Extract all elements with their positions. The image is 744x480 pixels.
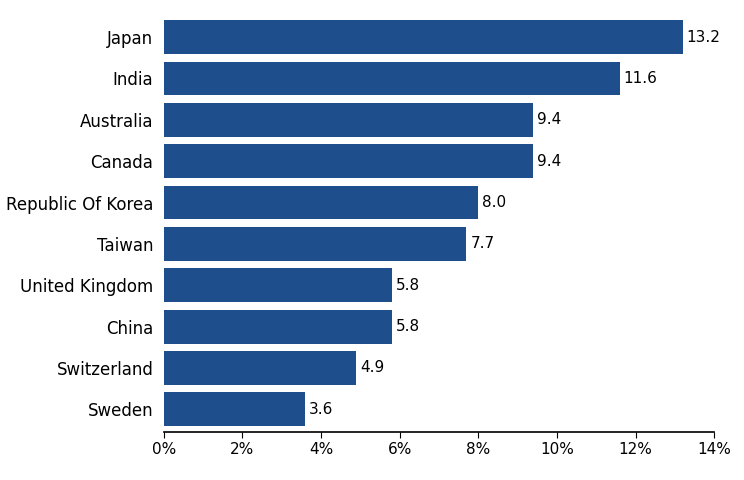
Text: 9.4: 9.4 xyxy=(537,154,562,168)
Text: 3.6: 3.6 xyxy=(310,402,333,417)
Bar xyxy=(164,144,533,178)
Bar xyxy=(164,103,533,137)
Text: 5.8: 5.8 xyxy=(396,319,420,334)
Text: 7.7: 7.7 xyxy=(470,236,495,252)
Text: 5.8: 5.8 xyxy=(396,278,420,293)
Bar xyxy=(164,61,620,96)
Bar xyxy=(164,310,392,344)
Bar xyxy=(164,186,478,219)
Bar xyxy=(164,268,392,302)
Text: 4.9: 4.9 xyxy=(360,360,385,375)
Text: 8.0: 8.0 xyxy=(482,195,507,210)
Text: 13.2: 13.2 xyxy=(687,30,721,45)
Text: 9.4: 9.4 xyxy=(537,112,562,127)
Bar xyxy=(164,227,466,261)
Text: 11.6: 11.6 xyxy=(623,71,658,86)
Bar xyxy=(164,351,356,385)
Bar xyxy=(164,392,305,426)
Bar xyxy=(164,20,683,54)
